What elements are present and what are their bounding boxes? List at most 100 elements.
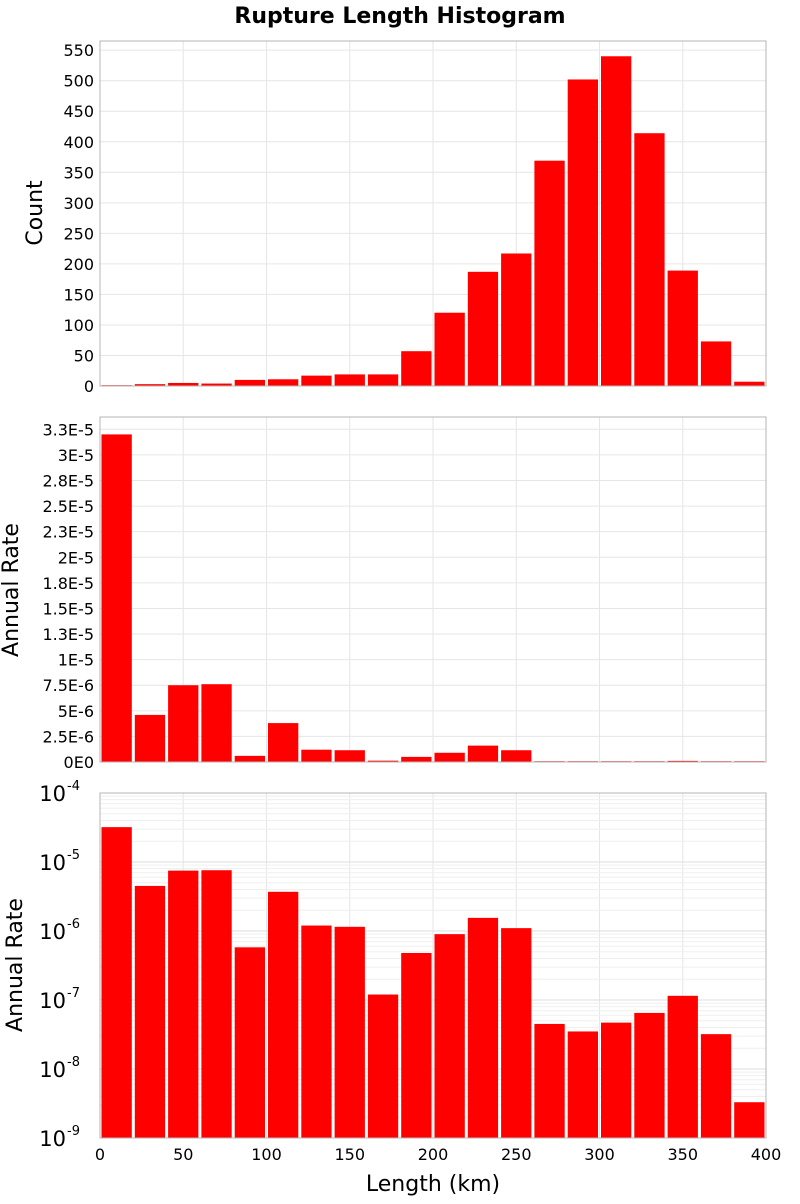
bar — [601, 1022, 632, 1138]
y-tick-label-base: 10 — [39, 1127, 66, 1151]
bar — [101, 434, 132, 762]
y-tick-label: 250 — [63, 224, 94, 243]
bar — [268, 379, 299, 386]
bar-series — [101, 56, 765, 386]
x-tick-label: 0 — [95, 1145, 105, 1164]
bar — [601, 56, 632, 386]
bar — [201, 383, 232, 386]
bar — [168, 685, 199, 762]
bar — [201, 684, 232, 762]
bar — [501, 750, 532, 762]
y-axis-label: Count — [23, 180, 48, 246]
y-tick-label: 300 — [63, 194, 94, 213]
bar — [367, 374, 399, 386]
y-tick-label-exponent: -6 — [67, 917, 80, 932]
bar — [367, 994, 399, 1138]
bar — [667, 270, 698, 386]
y-tick-label: 2.3E-5 — [42, 523, 94, 542]
bar — [367, 760, 399, 762]
bar — [467, 271, 499, 386]
y-tick-label-base: 10 — [39, 920, 66, 944]
y-tick-label: 2E-5 — [58, 548, 94, 567]
y-tick-label: 0E0 — [64, 753, 94, 772]
x-tick-label: 400 — [751, 1145, 782, 1164]
bar — [567, 79, 598, 386]
y-axis-label: Annual Rate — [0, 523, 24, 657]
y-tick-label-exponent: -7 — [67, 986, 80, 1001]
bar — [168, 870, 199, 1138]
y-tick-label: 3E-5 — [58, 446, 94, 465]
bar — [700, 341, 732, 386]
bar — [301, 749, 332, 762]
bar — [434, 312, 465, 386]
bar — [434, 934, 465, 1138]
bar — [134, 714, 166, 762]
y-tick-label: 7.5E-6 — [42, 676, 94, 695]
x-tick-label: 50 — [173, 1145, 193, 1164]
y-tick-label: 0 — [84, 377, 94, 396]
bar — [268, 891, 299, 1138]
bar — [168, 382, 199, 386]
bar — [501, 253, 532, 386]
bar — [467, 745, 499, 762]
y-tick-label: 1.3E-5 — [42, 625, 94, 644]
bar-series — [101, 434, 765, 762]
panel-1: 0 50 100 150 200 250 300 350 400 450 500 550 Count — [23, 40, 767, 396]
bar — [134, 384, 166, 386]
bar — [234, 755, 265, 762]
y-tick-label: 500 — [63, 72, 94, 91]
bar — [334, 926, 365, 1138]
y-tick-label: 550 — [63, 41, 94, 60]
x-tick-label: 250 — [501, 1145, 532, 1164]
bar — [467, 917, 499, 1138]
bar — [401, 351, 432, 386]
bar — [700, 1034, 732, 1138]
bar — [501, 928, 532, 1138]
y-tick-label: 350 — [63, 163, 94, 182]
bar — [234, 947, 265, 1138]
bar-series — [101, 827, 765, 1138]
y-tick-label: 100 — [63, 316, 94, 335]
y-tick-label-base: 10 — [39, 1058, 66, 1082]
plot-frame — [99, 416, 767, 763]
bar — [134, 885, 166, 1138]
panel-2: 0E0 2.5E-6 5E-6 7.5E-6 1E-5 1.3E-5 1.5E-5 1.8E-… — [0, 416, 767, 772]
bar — [401, 756, 432, 762]
y-tick-label: 450 — [63, 102, 94, 121]
bar — [101, 827, 132, 1138]
y-tick-label: 1E-5 — [58, 651, 94, 670]
bar — [434, 752, 465, 762]
bar — [301, 925, 332, 1138]
y-tick-label-exponent: -5 — [67, 848, 80, 863]
bar — [634, 1012, 665, 1138]
plot-frame — [99, 40, 767, 387]
bar — [301, 375, 332, 386]
y-tick-label: 2.8E-5 — [42, 471, 94, 490]
y-tick-label: 3.3E-5 — [42, 420, 94, 439]
bar — [334, 374, 365, 386]
bar — [334, 750, 365, 762]
y-tick-label: 400 — [63, 133, 94, 152]
bar — [567, 1031, 598, 1138]
y-tick-label: 200 — [63, 255, 94, 274]
x-axis-label: Length (km) — [366, 1172, 500, 1197]
y-tick-label-exponent: -9 — [67, 1124, 80, 1139]
y-tick-label-base: 10 — [39, 851, 66, 875]
y-axis-label: Annual Rate — [3, 898, 28, 1032]
bar — [667, 995, 698, 1138]
bar — [201, 870, 232, 1138]
x-tick-label: 150 — [334, 1145, 365, 1164]
x-tick-label: 300 — [584, 1145, 615, 1164]
x-tick-label: 350 — [667, 1145, 698, 1164]
y-tick-label: 1.8E-5 — [42, 574, 94, 593]
bar — [234, 379, 265, 386]
y-tick-label-base: 10 — [39, 782, 66, 806]
bar — [268, 723, 299, 762]
y-tick-label: 150 — [63, 285, 94, 304]
bar — [401, 952, 432, 1138]
bar — [634, 133, 665, 386]
y-tick-label: 5E-6 — [58, 702, 94, 721]
